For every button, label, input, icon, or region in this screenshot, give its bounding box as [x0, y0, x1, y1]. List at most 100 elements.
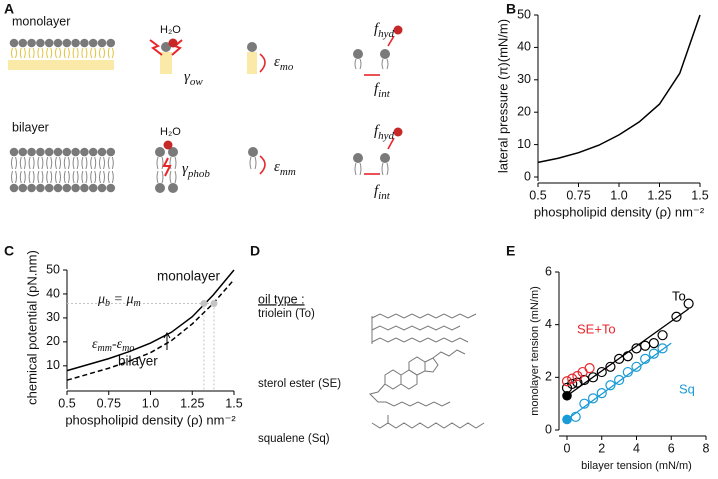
arrow: [259, 53, 266, 73]
lipid-head: [97, 38, 107, 48]
arrow: [259, 155, 266, 175]
gamma-phob: γphob: [182, 161, 210, 179]
y-tick-label: 6: [545, 264, 552, 278]
lipid-tail: [37, 156, 44, 184]
lipid-tail: [90, 156, 97, 184]
lipid-head: [380, 49, 390, 59]
panel-letter: A: [4, 1, 14, 17]
row-label: monolayer: [12, 14, 70, 28]
x-tick-label: 1.5: [225, 396, 242, 410]
water-label: H₂O: [160, 126, 181, 138]
f-int: fint: [374, 81, 391, 99]
intercept: [562, 414, 572, 425]
point: [631, 361, 642, 372]
panel-letter: C: [4, 243, 14, 259]
x-axis-label: bilayer tension (mN/m): [581, 460, 692, 472]
lipid-head: [88, 183, 98, 193]
y-tick-label: 0: [524, 169, 531, 183]
oil-heading: oil type :: [258, 292, 305, 306]
lipid-tail: [19, 156, 26, 184]
lipid-head: [97, 147, 107, 157]
lipid-tail: [81, 47, 88, 59]
lipid-head: [248, 147, 258, 157]
series-label: Sq: [679, 381, 695, 396]
bolt: [162, 157, 172, 177]
annotation-sub: b: [105, 298, 110, 309]
y-tick-label: 0: [545, 422, 552, 436]
x-tick-label: 4: [633, 441, 640, 455]
lipid-head: [36, 147, 45, 157]
lipid-head: [27, 38, 36, 48]
y-axis-label: monolayer tension (mN/m): [529, 286, 541, 416]
arrow-head: [163, 332, 171, 339]
fit-line: [566, 342, 672, 420]
panel-letter: B: [506, 1, 516, 17]
lipid-head: [27, 183, 36, 193]
arrow: [387, 35, 395, 47]
annotation: εmm-εmo: [92, 337, 134, 354]
lipid-tail: [55, 156, 61, 184]
point: [622, 366, 633, 378]
x-tick-label: 2: [598, 441, 605, 455]
lipid-tail: [46, 47, 53, 59]
lipid-head: [62, 38, 72, 48]
tails: [354, 58, 389, 70]
lipid-tail: [99, 47, 105, 59]
series-label: bilayer: [118, 354, 158, 369]
point: [587, 372, 599, 383]
y-axis-label: lateral pressure (π)(mN/m): [495, 19, 510, 173]
line: [537, 14, 701, 164]
annotation-part: ε: [92, 337, 98, 352]
point: [579, 398, 590, 409]
lipid-head: [71, 183, 80, 193]
annotation-part: -ε: [112, 337, 123, 352]
lipid-head: [53, 183, 63, 193]
x-tick-label: 8: [703, 441, 710, 455]
oil-name: sterol ester (SE): [258, 378, 341, 390]
monolayer-oil: [8, 60, 114, 70]
water: [393, 25, 403, 35]
point: [648, 338, 659, 349]
lipid-head: [106, 183, 116, 193]
lipid-tail: [72, 156, 79, 184]
point: [570, 411, 581, 422]
annotation-sub: mm: [98, 343, 112, 354]
f-hyd: fhyd: [374, 123, 395, 141]
annotation-sub: m: [134, 298, 141, 309]
eps-mm: εmm: [274, 159, 296, 177]
lipid-head: [62, 147, 72, 157]
lipid-tail: [28, 47, 35, 59]
y-axis-label: chemical potential (pN.nm): [24, 250, 39, 405]
point: [640, 353, 651, 364]
lipid-tail: [28, 156, 35, 184]
row-label: bilayer: [12, 120, 49, 134]
lipid-head: [88, 147, 98, 157]
lipid-head: [44, 38, 54, 48]
gamma-ow: γow: [184, 69, 203, 87]
panel-letter: E: [506, 243, 515, 259]
lipid-head: [88, 38, 98, 48]
arrow: [387, 137, 395, 150]
lipid-head: [106, 38, 116, 48]
tails: [249, 156, 257, 170]
water-label: H₂O: [160, 24, 181, 36]
y-tick-label: 4: [545, 317, 552, 331]
lipid-head: [36, 38, 45, 48]
x-tick-label: 1.0: [142, 396, 159, 410]
lipid-head: [155, 147, 165, 157]
point: [587, 393, 599, 404]
point: [614, 374, 625, 386]
lipid-head: [353, 153, 363, 163]
y-tick-label: 50: [46, 262, 60, 276]
y-tick-label: 40: [517, 40, 531, 54]
f-hyd: fhyd: [374, 21, 395, 39]
y-tick-label: 20: [517, 104, 531, 118]
lipid-tail: [63, 156, 70, 184]
series-label: SE+To: [577, 321, 616, 336]
lipid-tail: [11, 47, 17, 59]
f-int: fint: [374, 183, 391, 201]
point: [640, 340, 651, 351]
lipid-head: [353, 49, 363, 59]
lipid-head: [155, 183, 165, 193]
series-label: To: [672, 288, 686, 303]
